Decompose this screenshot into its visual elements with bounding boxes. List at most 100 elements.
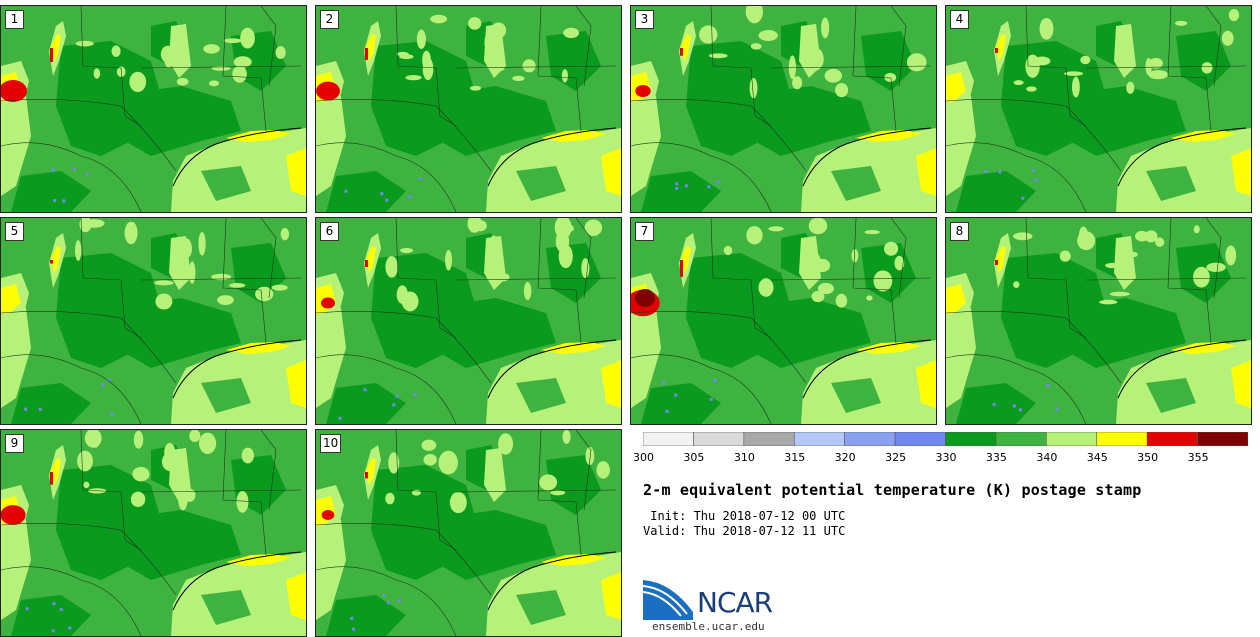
cool-spot [684,184,688,188]
dark-green-field [546,31,601,91]
colorbar-tick-label: 335 [985,451,1007,464]
gulf-warm-band [916,360,936,408]
moist-patch [1,520,31,620]
moist-patch [554,218,572,240]
ncar-logo-text: NCAR [697,586,773,619]
moist-patch [792,76,803,90]
hot-core [635,84,651,98]
moist-patch [817,282,834,295]
moist-patch [1193,225,1200,234]
hot-streak [680,260,683,277]
ensemble-member-panel: 10 [315,429,622,637]
warm-streak [681,34,691,61]
hot-core [316,81,340,101]
ensemble-member-panel: 8 [945,217,1252,425]
colorbar-tick-label: 350 [1137,451,1159,464]
member-label: 3 [635,10,654,29]
ensemble-member-panel: 4 [945,5,1252,213]
colorbar-bin [1046,432,1098,446]
gulf-warm-band [286,148,306,196]
colorbar-tick-label: 355 [1187,451,1209,464]
moist-patch [894,255,905,271]
moist-patch [240,27,255,49]
gulf-patch [516,166,566,201]
cool-spot [51,629,55,633]
cool-spot [380,192,384,196]
dark-green-field [426,86,556,156]
member-label: 10 [320,434,342,453]
moist-patch [1201,62,1213,74]
moist-patch [229,283,246,288]
hot-streak [680,48,683,56]
gulf-warm-band [286,360,306,408]
hot-streak [995,48,998,53]
cool-spot [984,169,988,173]
moist-patch [884,72,897,83]
gulf-warm-band [856,130,921,142]
warm-streak [51,458,61,485]
hot-core [1,80,27,102]
coastline [1117,127,1247,187]
moist-patch [316,308,346,408]
colorbar-bin [693,432,745,446]
dark-green-field [1176,31,1231,91]
dark-green-field [326,595,406,636]
moist-patch [1145,57,1152,76]
moist-patch [400,247,414,254]
moist-patch [851,249,859,263]
moist-patch [1013,80,1024,86]
cool-spot [665,409,669,413]
cool-spot [363,388,367,392]
moist-patch [1077,231,1096,251]
moist-patch [946,96,976,196]
moist-patch [1,308,31,408]
colorbar-tick-label: 330 [935,451,957,464]
moist-patch [385,492,395,505]
cool-spot [392,403,396,407]
moist-patch [1175,20,1188,26]
cool-spot [1034,178,1038,182]
member-label: 9 [5,434,24,453]
dark-green-field [956,383,1036,424]
moist-patch [133,430,144,449]
cool-spot [1031,169,1035,173]
gulf-warm-band [1231,148,1251,196]
moist-patch [217,295,234,305]
moist-patch [405,75,422,81]
cool-spot [395,394,399,398]
moist-patch [1126,81,1135,94]
cool-spot [386,601,390,605]
moist-patch [1221,30,1234,46]
gulf-patch [201,378,251,413]
moist-patch [438,450,458,475]
site-url: ensemble.ucar.edu [652,620,765,633]
moist-patch [232,65,247,83]
state-boundaries [1,430,302,636]
moist-patch [449,491,467,514]
moist-patch [745,6,763,24]
moist-patch [236,490,249,513]
gulf-warm-band [541,554,606,566]
moist-patch [768,226,784,232]
moist-patch [1148,57,1163,69]
moist-patch [233,56,252,68]
colorbar [643,432,1248,446]
colorbar-tick-label: 310 [733,451,755,464]
dark-green-field [111,510,241,580]
moist-patch [422,57,434,81]
colorbar-tick-label: 325 [885,451,907,464]
gulf-patch [201,590,251,625]
coastline [172,127,302,187]
hot-core [1,505,26,525]
moist-patch [1109,291,1130,297]
moist-patch [1155,237,1165,247]
coastline [172,551,302,611]
moist-patch [474,220,487,232]
moist-patch [1144,230,1158,243]
moist-patch [906,53,927,72]
moist-patch [522,59,536,73]
moist-patch [631,308,661,408]
warm-streak [946,72,966,102]
gulf-warm-band [601,572,621,620]
colorbar-bin [1096,432,1148,446]
